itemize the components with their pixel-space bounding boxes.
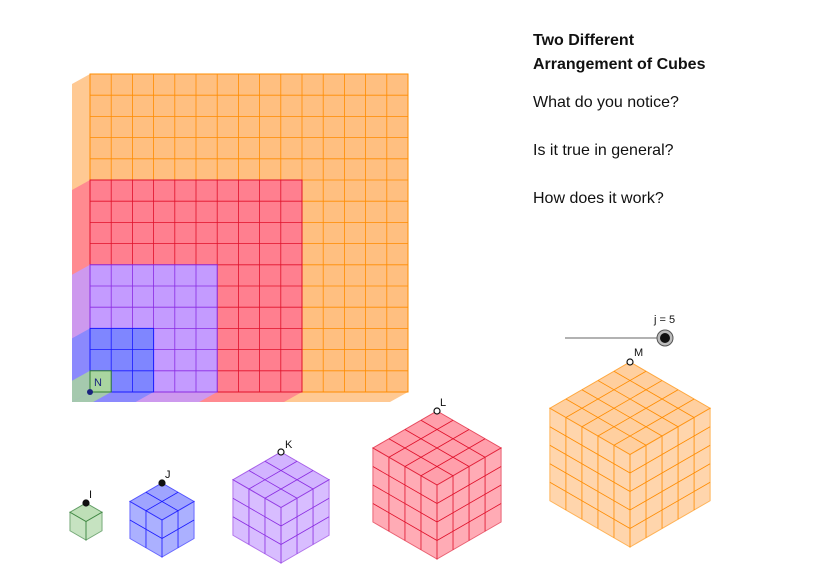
cube-grid-line <box>549 426 631 474</box>
cube-grid-line <box>597 380 679 428</box>
point-l-label: L <box>440 397 446 409</box>
grid-side-green <box>72 370 90 402</box>
point-j-label: J <box>165 469 171 481</box>
cube-grid-line <box>436 484 502 523</box>
cube-m <box>548 358 712 548</box>
grid-square-green <box>89 370 112 393</box>
cube-grid-line <box>565 398 647 446</box>
point-i-label: I <box>89 489 92 501</box>
grid-bottom-green <box>72 392 112 402</box>
point-l[interactable] <box>433 407 441 415</box>
cube-grid-line <box>613 370 695 418</box>
cube-grid-line <box>372 484 438 523</box>
cube-grid-line <box>629 444 711 492</box>
cube-grid-line <box>565 370 647 418</box>
cube-grid-line <box>629 481 711 529</box>
slider-label: j = 5 <box>653 314 675 326</box>
j-slider[interactable]: j = 5 <box>565 314 675 347</box>
cube-grid-line <box>129 519 163 539</box>
cube-grid-line <box>264 460 314 490</box>
cube-grid-line <box>161 519 195 539</box>
square-grid-arrangement <box>72 73 409 402</box>
cube-grid-line <box>629 426 711 474</box>
cube-grid-line <box>232 516 282 545</box>
title-line-1: Two Different <box>533 32 635 49</box>
cube-grid-line <box>581 389 663 437</box>
cube-grid-line <box>629 463 711 511</box>
cube-grid-line <box>280 497 330 527</box>
point-k-label: K <box>285 439 293 451</box>
point-m[interactable] <box>626 358 634 366</box>
cube-j <box>128 479 196 558</box>
cube-grid-line <box>420 438 486 477</box>
point-i[interactable] <box>82 499 90 507</box>
cube-grid-line <box>264 470 314 499</box>
question-3: How does it work? <box>533 190 664 207</box>
point-n[interactable] <box>87 389 93 395</box>
cube-grid-line <box>597 389 679 437</box>
cube-grid-line <box>232 497 282 527</box>
question-1: What do you notice? <box>533 94 679 111</box>
cube-grid-line <box>145 491 179 512</box>
cube-grid-line <box>388 438 454 477</box>
point-n-label: N <box>94 377 102 389</box>
cube-grid-line <box>280 516 330 545</box>
point-m-label: M <box>634 347 643 359</box>
cube-grid-line <box>404 429 470 467</box>
point-j[interactable] <box>158 479 166 487</box>
slider-handle[interactable] <box>660 333 670 343</box>
cube-grid-line <box>549 463 631 511</box>
title-line-2: Arrangement of Cubes <box>533 56 706 73</box>
cube-k <box>231 448 331 564</box>
cube-l <box>371 407 503 560</box>
cube-grid-line <box>436 503 502 541</box>
cube-arrangement <box>68 358 712 564</box>
point-k[interactable] <box>277 448 285 456</box>
cube-grid-line <box>549 481 631 529</box>
cube-grid-line <box>372 503 438 541</box>
question-2: Is it true in general? <box>533 142 674 159</box>
cube-grid-line <box>613 398 695 446</box>
cube-grid-line <box>549 444 631 492</box>
cube-grid-line <box>581 380 663 428</box>
cube-right-face <box>85 511 103 541</box>
cube-i <box>68 499 104 541</box>
cube-grid-line <box>248 470 298 499</box>
cube-right-face <box>629 407 711 548</box>
cube-grid-line <box>248 460 298 490</box>
